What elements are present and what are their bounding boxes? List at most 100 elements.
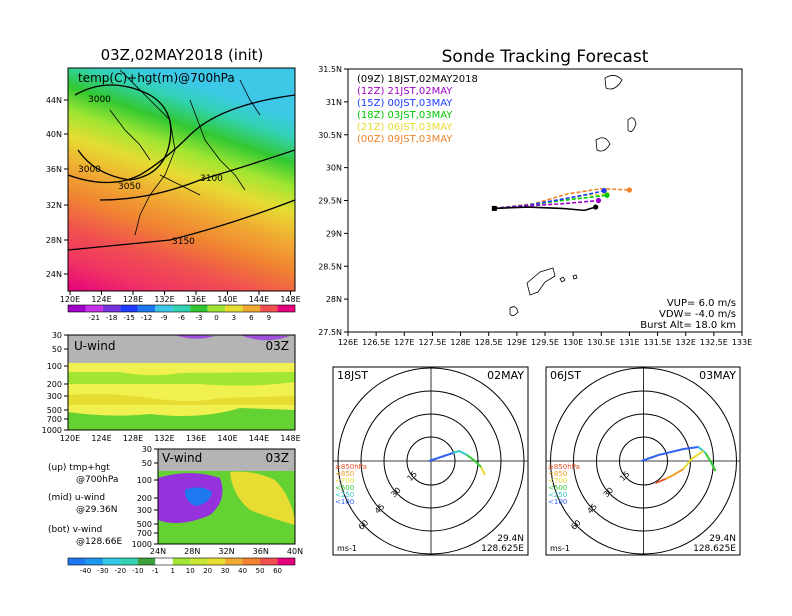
map-lat-label: 24N (46, 270, 62, 279)
track-endpoint (593, 204, 599, 210)
uwind-time: 03Z (266, 339, 290, 353)
uwind-lon-label: 140E (217, 434, 237, 443)
map-frame (67, 67, 296, 292)
contour-label-3000-left: 3000 (78, 165, 101, 175)
temp-colorbar-label: 0 (214, 314, 218, 322)
vwind-lat-ticks: 24N 28N 32N 36N 40N (150, 547, 303, 556)
wind-colorbar-swatch (190, 558, 208, 565)
map-overlays (68, 69, 295, 251)
legend-mid-2: @29.36N (76, 505, 118, 515)
tracking-plot: 31.5N 31N 30.5N 30N 29.5N 29N 28.5N 28N 27.5N 12… (318, 65, 752, 347)
wind-colorbar-swatch (155, 558, 173, 565)
hodo-unit: ms-1 (550, 544, 570, 553)
track-lat-label: 31N (326, 98, 342, 107)
vwind-lat-label: 24N (150, 547, 166, 556)
hodo-unit: ms-1 (337, 544, 357, 553)
map-lon-label: 132E (154, 295, 174, 304)
hodo-trace (682, 450, 705, 470)
wind-colorbar-label: 40 (238, 567, 247, 575)
hodo-level-legend: <250 (548, 491, 567, 499)
island-north (604, 75, 623, 90)
hodo-level-legend: <100 (548, 498, 567, 506)
hodo-time: 18JST (337, 369, 368, 382)
wind-colorbar-swatch (225, 558, 243, 565)
map-lat-label: 36N (46, 165, 62, 174)
wind-colorbar-label: 10 (186, 567, 195, 575)
map-lon-ticks: 120E 124E 128E 132E 136E 140E 144E 148E (60, 291, 301, 304)
wind-colorbar-swatch (242, 558, 261, 565)
wind-colorbar-swatch (120, 558, 138, 565)
track-lon-label: 127.5E (418, 338, 446, 347)
uwind-p-label: 700 (47, 415, 62, 424)
track-endpoint (626, 187, 633, 193)
track-legend-item: (09Z) 18JST,02MAY2018 (357, 74, 478, 85)
track-lat-label: 30.5N (318, 131, 342, 140)
hodo-level-legend: ≥850hPa (335, 463, 367, 471)
hodo-level-legend: <700 (548, 477, 567, 485)
hodo-trace (704, 452, 717, 472)
hodo-level-legend: <850 (335, 470, 354, 478)
contour-label-3150: 3150 (172, 237, 195, 247)
vwind-time: 03Z (266, 451, 290, 465)
map-lat-label: 28N (46, 236, 62, 245)
uwind-green-lower (68, 372, 295, 386)
island-amami (526, 267, 556, 296)
uwind-lon-label: 132E (154, 434, 174, 443)
temp-colorbar-swatch (172, 305, 191, 312)
vwind-frame (157, 448, 296, 545)
wind-colorbar-frame (67, 557, 296, 566)
uwind-label: U-wind (74, 339, 115, 353)
island-ne (627, 117, 637, 132)
hodo-date: 03MAY (699, 369, 736, 382)
track-legend-item: (00Z) 09JST,03MAY (357, 134, 453, 145)
uwind-p-label: 1000 (42, 426, 62, 435)
hodo-date: 02MAY (487, 369, 524, 382)
param-burst: Burst Alt= 18.0 km (640, 320, 736, 331)
map-lat-label: 44N (46, 96, 62, 105)
uwind-p-label: 100 (47, 362, 62, 371)
wind-colorbar-swatch (207, 558, 226, 565)
temp-colorbar-frame (67, 304, 296, 313)
vwind-p-label: 700 (137, 529, 152, 538)
legend-up-1: (up) tmp+hgt (48, 463, 110, 473)
island-mid (595, 137, 611, 152)
uwind-lon-ticks: 120E 124E 128E 132E 136E 140E 144E 148E (60, 434, 301, 443)
hodo-trace (665, 468, 685, 480)
map-lat-label: 32N (46, 201, 62, 210)
temp-colorbar-label: 6 (249, 314, 254, 322)
uwind-p-label: 300 (47, 392, 62, 401)
wind-colorbar-label: 1 (171, 567, 175, 575)
hodo-level-legend: <500 (548, 484, 567, 492)
island-small-1 (509, 274, 578, 316)
temp-colorbar-swatch (207, 305, 226, 312)
tracking-lat-ticks: 31.5N 31N 30.5N 30N 29.5N 29N 28.5N 28N 27.5N (318, 65, 348, 337)
temp-colorbar-swatch (155, 305, 173, 312)
hodo-level-legend: <500 (335, 484, 354, 492)
temp-colorbar-label: -15 (123, 314, 134, 322)
temp-colorbar-label: -12 (141, 314, 152, 322)
uwind-green-bottom (68, 408, 295, 430)
param-vup: VUP= 6.0 m/s (667, 298, 736, 309)
map-lon-label: 136E (186, 295, 206, 304)
track-line (494, 206, 596, 212)
track-lat-label: 28.5N (318, 262, 342, 271)
hodo-lon: 128.625E (693, 544, 736, 554)
temp-colorbar-swatch (120, 305, 138, 312)
uwind-p-label: 30 (52, 331, 62, 340)
wind-colorbar-swatch (137, 558, 156, 565)
wind-colorbar-label: -30 (97, 567, 108, 575)
contour-label-3050: 3050 (118, 182, 141, 192)
temp-colorbar-swatch (225, 305, 243, 312)
track-lon-label: 132.5E (700, 338, 728, 347)
track-lat-label: 28N (326, 295, 342, 304)
hodo-trace (697, 446, 707, 454)
uwind-lon-label: 120E (60, 434, 80, 443)
temp-colorbar-label: -21 (88, 314, 99, 322)
uwind-lon-label: 148E (280, 434, 300, 443)
coastline (109, 69, 261, 236)
uwind-orange-band (68, 394, 295, 405)
